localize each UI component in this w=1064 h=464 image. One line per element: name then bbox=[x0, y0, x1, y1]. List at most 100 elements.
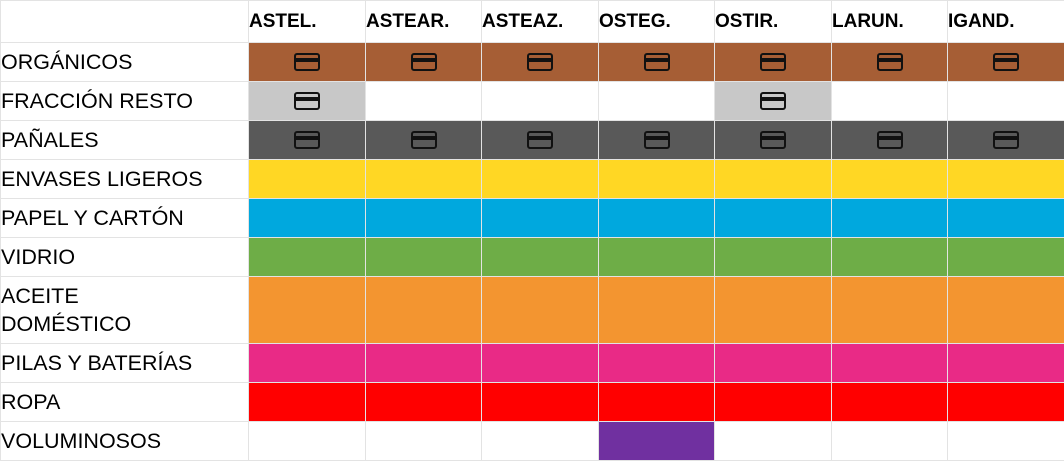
schedule-cell bbox=[481, 159, 599, 199]
schedule-cell bbox=[598, 276, 715, 344]
card-icon bbox=[993, 130, 1019, 149]
schedule-cell bbox=[947, 276, 1064, 344]
schedule-cell bbox=[947, 159, 1064, 199]
schedule-cell bbox=[714, 421, 832, 461]
waste-type-label: VOLUMINOSOS bbox=[0, 421, 249, 461]
schedule-cell bbox=[831, 81, 948, 121]
card-icon bbox=[410, 130, 437, 149]
schedule-cell bbox=[598, 343, 715, 383]
card-icon bbox=[643, 52, 670, 71]
waste-type-label: ORGÁNICOS bbox=[0, 42, 249, 82]
schedule-cell bbox=[714, 382, 832, 422]
schedule-cell bbox=[598, 382, 715, 422]
schedule-cell bbox=[831, 421, 948, 461]
card-icon bbox=[527, 52, 553, 71]
schedule-cell bbox=[947, 81, 1064, 121]
table-row: ACEITE DOMÉSTICO bbox=[0, 276, 1064, 344]
schedule-cell bbox=[947, 421, 1064, 461]
schedule-cell bbox=[248, 237, 366, 277]
schedule-cell bbox=[365, 421, 482, 461]
schedule-cell bbox=[831, 382, 948, 422]
day-header: OSTIR. bbox=[714, 0, 832, 43]
day-header: IGAND. bbox=[947, 0, 1064, 43]
schedule-cell bbox=[831, 42, 948, 82]
schedule-cell bbox=[947, 42, 1064, 82]
schedule-cell bbox=[365, 42, 482, 82]
schedule-cell bbox=[481, 120, 599, 160]
schedule-cell bbox=[481, 237, 599, 277]
schedule-cell bbox=[598, 120, 715, 160]
schedule-cell bbox=[481, 382, 599, 422]
table-row: ROPA bbox=[0, 382, 1064, 422]
schedule-cell bbox=[481, 198, 599, 238]
schedule-cell bbox=[714, 198, 832, 238]
schedule-cell bbox=[481, 343, 599, 383]
schedule-cell bbox=[365, 159, 482, 199]
schedule-cell bbox=[714, 276, 832, 344]
schedule-cell bbox=[947, 198, 1064, 238]
schedule-cell bbox=[947, 120, 1064, 160]
waste-type-label: PILAS Y BATERÍAS bbox=[0, 343, 249, 383]
schedule-cell bbox=[248, 421, 366, 461]
schedule-cell bbox=[598, 81, 715, 121]
card-icon bbox=[876, 52, 903, 71]
day-header: ASTEL. bbox=[248, 0, 366, 43]
schedule-cell bbox=[831, 198, 948, 238]
card-icon bbox=[294, 91, 320, 110]
schedule-cell bbox=[248, 198, 366, 238]
schedule-cell bbox=[481, 421, 599, 461]
schedule-cell bbox=[365, 81, 482, 121]
schedule-cell bbox=[481, 276, 599, 344]
schedule-cell bbox=[365, 120, 482, 160]
card-icon bbox=[527, 130, 553, 149]
schedule-cell bbox=[598, 159, 715, 199]
schedule-cell bbox=[365, 382, 482, 422]
schedule-cell bbox=[947, 382, 1064, 422]
schedule-cell bbox=[598, 198, 715, 238]
waste-type-label: ROPA bbox=[0, 382, 249, 422]
corner-cell bbox=[0, 0, 249, 43]
table-row: PILAS Y BATERÍAS bbox=[0, 343, 1064, 383]
table-body: ORGÁNICOS FRACCIÓN RESTO PAÑALES ENVASES LI… bbox=[0, 42, 1064, 461]
schedule-cell bbox=[598, 421, 715, 461]
header-row: ASTEL. ASTEAR. ASTEAZ. OSTEG. OSTIR. LAR… bbox=[0, 0, 1064, 43]
card-icon bbox=[760, 91, 786, 110]
schedule-cell bbox=[714, 120, 832, 160]
schedule-cell bbox=[481, 42, 599, 82]
schedule-cell bbox=[248, 120, 366, 160]
schedule-cell bbox=[714, 343, 832, 383]
schedule-cell bbox=[714, 237, 832, 277]
day-header: OSTEG. bbox=[598, 0, 715, 43]
waste-type-label: ENVASES LIGEROS bbox=[0, 159, 249, 199]
schedule-cell bbox=[365, 343, 482, 383]
waste-type-label: ACEITE DOMÉSTICO bbox=[0, 276, 249, 344]
schedule-cell bbox=[831, 120, 948, 160]
card-icon bbox=[643, 130, 670, 149]
waste-type-label: FRACCIÓN RESTO bbox=[0, 81, 249, 121]
table-row: VOLUMINOSOS bbox=[0, 421, 1064, 461]
card-icon bbox=[760, 130, 786, 149]
schedule-cell bbox=[714, 81, 832, 121]
card-icon bbox=[294, 52, 320, 71]
schedule-cell bbox=[248, 382, 366, 422]
schedule-cell bbox=[365, 237, 482, 277]
schedule-cell bbox=[714, 159, 832, 199]
table-row: PAÑALES bbox=[0, 120, 1064, 160]
schedule-cell bbox=[831, 276, 948, 344]
waste-type-label: PAPEL Y CARTÓN bbox=[0, 198, 249, 238]
schedule-cell bbox=[248, 42, 366, 82]
table-row: ORGÁNICOS bbox=[0, 42, 1064, 82]
schedule-cell bbox=[947, 237, 1064, 277]
schedule-cell bbox=[598, 237, 715, 277]
schedule-cell bbox=[714, 42, 832, 82]
table-row: ENVASES LIGEROS bbox=[0, 159, 1064, 199]
schedule-cell bbox=[947, 343, 1064, 383]
day-header: ASTEAZ. bbox=[481, 0, 599, 43]
schedule-cell bbox=[248, 343, 366, 383]
day-header: LARUN. bbox=[831, 0, 948, 43]
table-row: VIDRIO bbox=[0, 237, 1064, 277]
day-header: ASTEAR. bbox=[365, 0, 482, 43]
schedule-cell bbox=[831, 237, 948, 277]
schedule-cell bbox=[831, 159, 948, 199]
